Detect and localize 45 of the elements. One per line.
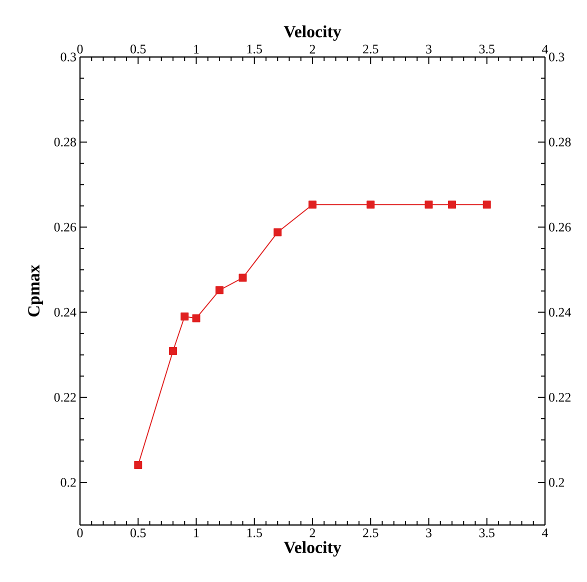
- point: [448, 200, 456, 209]
- point: [482, 200, 491, 209]
- point: [180, 312, 189, 321]
- y2-tick-label: 0.24: [549, 308, 571, 317]
- point: [169, 346, 177, 355]
- y2-tick-label: 0.3: [549, 52, 564, 62]
- x2-tick-label: 2: [310, 44, 316, 54]
- x-tick-label: 1: [194, 528, 199, 538]
- y-axis-title: Cpmax: [28, 264, 43, 317]
- x-tick-label: 3.5: [479, 528, 494, 538]
- y2-tick-label: 0.26: [549, 222, 571, 232]
- x2-axis-title: Velocity: [284, 25, 342, 41]
- x-tick-label: 2.5: [363, 528, 378, 538]
- y-tick-label: 0.3: [60, 52, 76, 62]
- x-tick-label: 0: [77, 528, 83, 538]
- x2-tick-label: 3.5: [479, 44, 494, 54]
- y-tick-label: 0.22: [54, 392, 76, 402]
- x-tick-label: 0.5: [130, 528, 146, 538]
- x2-tick-label: 2.5: [363, 44, 378, 54]
- x-tick-label: 3: [426, 528, 432, 538]
- x2-tick-label: 3: [426, 44, 432, 54]
- y2-tick-label: 0.2: [549, 478, 564, 487]
- x-tick-label: 2: [310, 528, 316, 538]
- y-tick-label: 0.2: [60, 478, 76, 487]
- x2-tick-label: 4: [542, 44, 548, 54]
- y-tick-label: 0.26: [54, 222, 76, 232]
- y2-tick-label: 0.28: [549, 138, 571, 146]
- point: [238, 274, 247, 282]
- point: [216, 286, 224, 294]
- x-axis-title: Velocity: [284, 541, 342, 557]
- point: [308, 200, 316, 209]
- x-tick-label: 4: [542, 528, 548, 538]
- y-tick-label: 0.28: [54, 138, 76, 146]
- point: [192, 314, 200, 322]
- x-tick-label: 1.5: [247, 528, 262, 538]
- point: [274, 228, 282, 236]
- y2-tick-label: 0.22: [549, 392, 570, 402]
- x2-tick-label: 1.5: [247, 44, 262, 54]
- point: [424, 200, 433, 209]
- x2-tick-label: 1: [194, 44, 199, 54]
- point: [366, 200, 375, 209]
- x2-tick-label: 0: [77, 44, 83, 54]
- y-tick-label: 0.24: [54, 308, 76, 317]
- point: [134, 461, 142, 470]
- x2-tick-label: 0.5: [130, 44, 146, 54]
